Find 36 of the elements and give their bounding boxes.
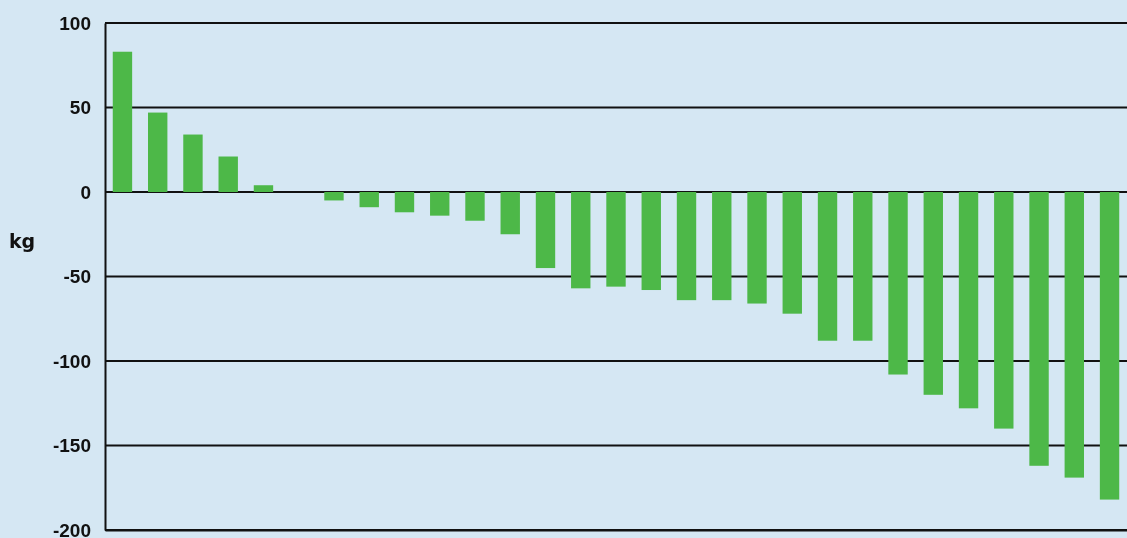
- bar: [712, 192, 732, 301]
- bar: [641, 192, 661, 291]
- bar: [923, 192, 943, 395]
- bar: [112, 51, 133, 192]
- bar: [324, 192, 344, 201]
- bar: [994, 192, 1014, 429]
- bar: [782, 192, 802, 314]
- bar: [1064, 192, 1084, 478]
- bar: [359, 192, 379, 208]
- bar: [218, 156, 238, 192]
- bar: [958, 192, 979, 409]
- y-tick-label: -150: [52, 435, 91, 457]
- y-axis-title: kg: [8, 230, 36, 252]
- bar: [535, 192, 556, 269]
- bar: [1029, 192, 1049, 466]
- bar: [394, 192, 415, 213]
- y-tick-label: 0: [80, 181, 91, 203]
- y-tick-label: 50: [69, 97, 91, 119]
- bar: [853, 192, 873, 341]
- bar: [148, 112, 168, 192]
- bar: [253, 185, 274, 192]
- y-tick-label: -200: [52, 519, 91, 538]
- bar: [606, 192, 626, 287]
- bar: [571, 192, 591, 289]
- bar: [817, 192, 838, 341]
- bar: [888, 192, 908, 375]
- bar: [500, 192, 520, 235]
- y-tick-label: 100: [59, 12, 91, 34]
- y-tick-label: -50: [63, 266, 91, 288]
- bar: [747, 192, 767, 304]
- bar: [183, 134, 203, 192]
- bar: [465, 192, 485, 221]
- bar: [676, 192, 697, 301]
- bar: [430, 192, 450, 216]
- bar: [1099, 192, 1120, 500]
- y-tick-label: -100: [52, 350, 91, 372]
